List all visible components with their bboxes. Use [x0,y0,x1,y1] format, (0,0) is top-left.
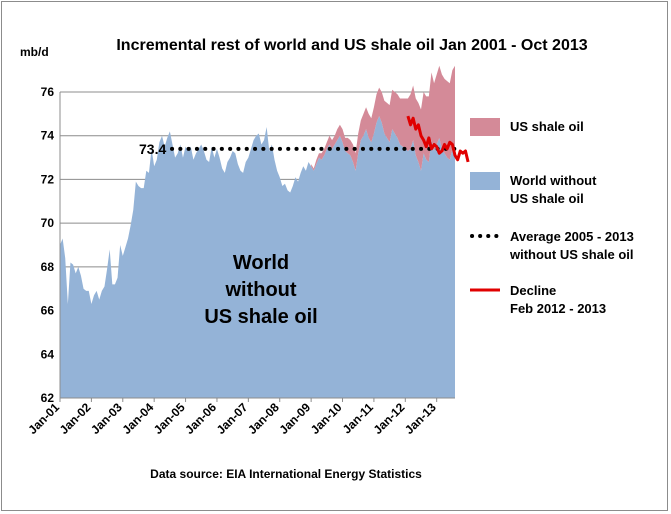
legend-label: US shale oil [510,191,584,206]
average-label: 73.4 [139,141,166,157]
x-tick-labels: Jan-01Jan-02Jan-03Jan-04Jan-05Jan-06Jan-… [25,398,439,437]
x-tick-label: Jan-06 [182,400,219,437]
x-tick-label: Jan-04 [120,400,157,437]
x-tick-label: Jan-09 [276,400,313,437]
legend-label: World without [510,173,597,188]
x-tick-label: Jan-08 [245,400,282,437]
legend-label: US shale oil [510,119,584,134]
annotation-line: US shale oil [204,306,317,328]
legend-swatch [470,118,500,136]
x-tick-label: Jan-12 [371,400,408,437]
y-tick-label: 66 [41,304,55,318]
y-tick-label: 68 [41,260,55,274]
shale-area [311,65,455,171]
x-tick-label: Jan-01 [25,400,62,437]
x-tick-label: Jan-10 [308,400,345,437]
legend: US shale oil World without US shale oil Ave… [470,118,634,316]
plot-areas [60,65,455,398]
legend-label: without US shale oil [509,247,634,262]
plot-lines [170,115,470,163]
x-tick-label: Jan-07 [214,400,251,437]
y-tick-label: 62 [41,391,55,405]
x-tick-label: Jan-05 [151,400,188,437]
x-tick-label: Jan-03 [88,400,125,437]
y-axis-unit: mb/d [20,45,49,59]
legend-label: Decline [510,283,556,298]
y-tick-label: 76 [41,85,55,99]
area-annotation: World without US shale oil [204,252,317,328]
annotation-line: without [224,279,296,301]
x-tick-label: Jan-02 [57,400,94,437]
y-tick-label: 70 [41,216,55,230]
y-tick-label: 74 [41,129,55,143]
y-tick-label: 72 [41,172,55,186]
legend-swatch [470,172,500,190]
x-tick-label: Jan-13 [402,400,439,437]
decline-line [406,115,470,163]
axes [59,92,455,399]
legend-label: Average 2005 - 2013 [510,229,634,244]
chart-title: Incremental rest of world and US shale o… [116,37,587,54]
legend-label: Feb 2012 - 2013 [510,301,606,316]
world-area [60,116,455,398]
data-source: Data source: EIA International Energy St… [150,467,422,481]
x-tick-label: Jan-11 [340,400,377,437]
annotation-line: World [233,252,289,274]
y-tick-label: 64 [41,347,55,361]
y-tick-labels: 62 64 66 68 70 72 74 76 [41,85,55,405]
average-value-label: 73.4 [139,141,166,157]
